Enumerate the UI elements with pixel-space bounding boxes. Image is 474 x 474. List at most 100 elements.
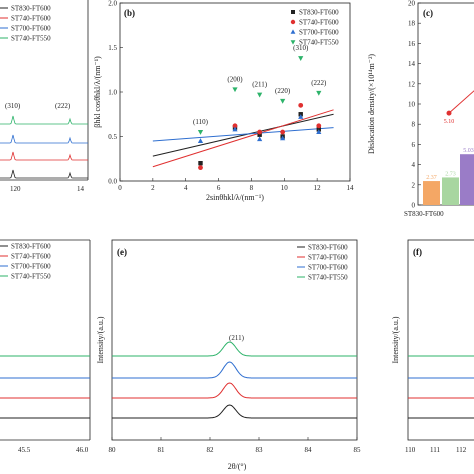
panel-b-point-st700-ft600 — [316, 129, 322, 135]
panel-c-y-tick-label: 8 — [412, 121, 416, 129]
panel-c-line: 5.10 — [444, 90, 474, 125]
panel-b-peak-label--110-: (110) — [193, 118, 209, 126]
panel-b-legend-label-st740-ft550: ST740-FT550 — [299, 39, 339, 47]
panel-a-legend-label-st700-ft600: ST700-FT600 — [11, 25, 51, 33]
panel-c-y-tick-label: 16 — [408, 40, 416, 48]
panel-e-x-tick-label: 83 — [256, 446, 264, 454]
panel-e-legend-label-st740-ft600: ST740-FT600 — [308, 254, 348, 262]
panel-c-line-point — [446, 110, 452, 116]
panel-b-point-st740-ft600 — [257, 129, 263, 135]
panel-a-legend-label-st830-ft600: ST830-FT600 — [11, 5, 51, 13]
panel-b-point-st740-ft600 — [280, 129, 286, 135]
panel-b-peak-label--211-: (211) — [252, 81, 268, 89]
panel-e-peak-label: (211) — [229, 334, 245, 342]
panel-b-point-st700-ft600 — [197, 138, 204, 143]
panel-b-x-axis-title: 2sinθhkl/λ/(nm⁻¹) — [206, 193, 264, 202]
panel-b-point-st740-ft600 — [198, 165, 203, 171]
panel-b-point-st740-ft600 — [298, 102, 304, 108]
panel-b-point-st700-ft600 — [257, 136, 263, 142]
panel-b-ticks: 0 2 4 6 8 10 12 14 0.0 0.5 1.0 1.5 2.0 — [108, 0, 354, 192]
panel-f-x-tick-2: 112 — [456, 446, 467, 454]
panel-b-y-tick-label: 1.0 — [108, 89, 117, 97]
panel-b-point-st830-ft600 — [257, 132, 262, 137]
panel-b-x-tick-label: 8 — [250, 184, 254, 192]
panel-c-y-tick-label: 20 — [408, 0, 416, 8]
panel-b-point-st740-ft550 — [280, 98, 286, 104]
panel-d-legend: ST830-FT600 ST740-FT600 ST700-FT600 ST740-F… — [0, 243, 51, 281]
panel-c-y-tick-label: 0 — [412, 202, 416, 210]
panel-b-legend-marker-st740-ft550 — [290, 40, 296, 45]
panel-d-legend-label-st740-ft550: ST740-FT550 — [11, 273, 51, 281]
panel-c-trend-line — [448, 90, 474, 114]
panel-b-x-tick-label: 2 — [151, 184, 155, 192]
panel-b-legend-label-st700-ft600: ST700-FT600 — [299, 29, 339, 37]
panel-b-legend-label-st740-ft600: ST740-FT600 — [299, 19, 339, 27]
panel-e-x-tick-label: 85 — [354, 446, 362, 454]
panel-e-pattern-st700-ft600 — [112, 361, 357, 379]
panel-a-pattern-st700-ft600 — [0, 134, 88, 144]
panel-a-pattern-st740-ft600 — [0, 151, 88, 161]
panel-a-legend-label-st740-ft550: ST740-FT550 — [11, 35, 51, 43]
panel-b-fit-line-st700-ft600 — [152, 127, 334, 142]
panel-d-legend-label-st700-ft600: ST700-FT600 — [11, 263, 51, 271]
panel-b-x-tick-label: 10 — [281, 184, 289, 192]
panel-a-x-tick-1: 14 — [77, 185, 85, 193]
panel-c-bar-value-3: 5.03 — [463, 148, 474, 154]
panel-b-point-st700-ft600 — [280, 135, 286, 141]
panel-a-pattern-st830-ft600 — [0, 169, 88, 179]
panel-b-point-st830-ft600 — [198, 161, 203, 166]
panel-b-y-tick-label: 0.0 — [108, 178, 117, 186]
panel-b-point-st740-ft550 — [298, 56, 304, 61]
panel-e-pattern-st740-ft550 — [112, 341, 357, 357]
panel-c-bar-1 — [423, 181, 440, 205]
panel-e: (e) Intensity/(a.u.) 80 81 82 83 84 85 ST830-… — [96, 239, 362, 471]
panel-c-ticks: 0 2 4 6 8 10 12 14 16 18 20 — [408, 0, 421, 210]
panel-b-y-tick-label: 0.5 — [108, 133, 117, 141]
panel-d-x-tick-1: 46.0 — [76, 446, 89, 454]
panel-f-y-axis-title: Intensity/(a.u.) — [391, 316, 400, 363]
panel-a-peak-label-222: (222) — [55, 102, 71, 110]
panel-d-legend-label-st830-ft600: ST830-FT600 — [11, 243, 51, 251]
panel-a-legend-label-st740-ft600: ST740-FT600 — [11, 15, 51, 23]
panel-c-y-tick-label: 2 — [412, 181, 416, 189]
panel-c-y-tick-label: 18 — [408, 20, 416, 28]
panel-c-bar-3 — [460, 154, 474, 205]
panel-e-label: (e) — [117, 247, 127, 257]
panel-e-legend: ST830-FT600 ST740-FT600 ST700-FT600 ST740-F… — [297, 244, 348, 282]
panel-b-point-st740-ft550 — [197, 130, 204, 135]
panel-b-label: (b) — [124, 8, 135, 18]
panel-b-y-tick-label: 1.5 — [108, 44, 117, 52]
panel-e-pattern-st740-ft600 — [112, 382, 357, 399]
panel-c-bar-value-2: 2.73 — [445, 171, 456, 177]
panel-f-x-tick-1: 111 — [430, 446, 440, 454]
panel-e-x-tick-label: 82 — [207, 446, 215, 454]
panel-c-y-tick-label: 6 — [412, 141, 416, 149]
panel-e-y-axis-title: Intensity/(a.u.) — [96, 316, 105, 363]
panel-b-points — [197, 56, 322, 171]
panel-c-bar-2 — [442, 177, 459, 205]
panel-b-point-st740-ft600 — [316, 123, 322, 129]
panel-b-x-tick-label: 0 — [118, 184, 122, 192]
panel-c: (c) Dislocation density/(×10¹⁴m⁻²) 0 2 4 6 8… — [367, 0, 474, 218]
panel-e-ticks: 80 81 82 83 84 85 — [109, 437, 362, 454]
panel-b-x-tick-label: 12 — [314, 184, 322, 192]
panel-d-x-tick-0: 45.5 — [18, 446, 31, 454]
panel-b-legend: ST830-FT600 ST740-FT600 ST700-FT600 ST740-F… — [290, 9, 339, 47]
panel-e-x-tick-label: 80 — [109, 446, 117, 454]
panel-c-bar-value-1: 2.37 — [426, 175, 437, 181]
panel-e-legend-label-st740-ft550: ST740-FT550 — [308, 274, 348, 282]
panel-f-frame — [407, 239, 474, 441]
panel-c-y-axis-title: Dislocation density/(×10¹⁴m⁻²) — [367, 54, 376, 154]
panel-c-y-tick-label: 4 — [412, 161, 416, 169]
panel-b-y-axis-title: βhkl cosθhkl/λ/(nm⁻¹) — [93, 56, 102, 128]
panel-b-fit-line-st740-ft600 — [152, 109, 334, 168]
panel-b-point-st740-ft600 — [232, 123, 238, 129]
panel-d-pattern-lines — [0, 355, 90, 419]
panel-f-pattern-lines — [408, 355, 474, 419]
panel-c-y-tick-label: 12 — [408, 80, 416, 88]
panel-b-legend-label-st830-ft600: ST830-FT600 — [299, 9, 339, 17]
panel-c-y-tick-label: 14 — [408, 60, 416, 68]
panel-b-point-st740-ft550 — [316, 90, 322, 96]
panel-b-x-tick-label: 4 — [184, 184, 188, 192]
